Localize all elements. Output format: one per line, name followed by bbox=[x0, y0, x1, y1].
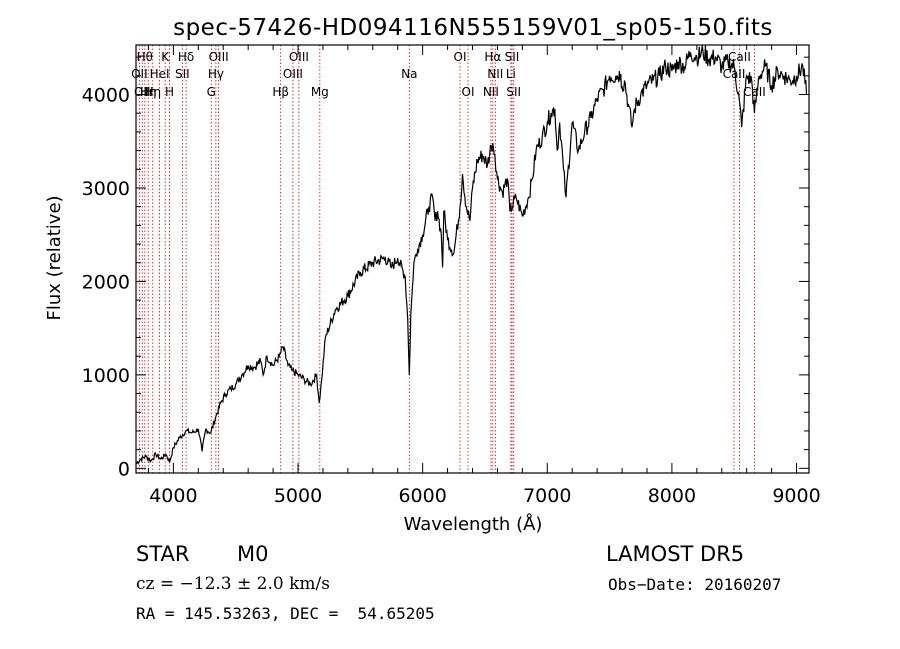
line-marker-label: K bbox=[161, 50, 170, 64]
y-tick-label: 1000 bbox=[82, 365, 130, 387]
y-tick-label: 4000 bbox=[82, 85, 130, 107]
line-marker-label: G bbox=[207, 85, 216, 99]
x-tick-label: 7000 bbox=[523, 485, 571, 507]
line-marker-label: Hη bbox=[140, 85, 157, 99]
y-tick-label: 3000 bbox=[82, 178, 130, 200]
line-marker-label: HeI bbox=[150, 67, 170, 81]
line-marker-label: H bbox=[165, 85, 174, 99]
line-marker-label: Mg bbox=[311, 85, 329, 99]
line-marker-label: Na bbox=[401, 67, 417, 81]
line-marker-label: OIII bbox=[289, 50, 309, 64]
line-marker-label: SII bbox=[506, 85, 521, 99]
line-marker-label: CaII bbox=[728, 50, 751, 64]
line-marker-label: Hγ bbox=[208, 67, 224, 81]
line-marker-label: Hβ bbox=[272, 85, 289, 99]
x-tick-label: 6000 bbox=[398, 485, 446, 507]
line-marker-label: CaII bbox=[743, 85, 766, 99]
chart-title: spec-57426-HD094116N555159V01_sp05-150.f… bbox=[173, 15, 773, 41]
object-subclass: M0 bbox=[237, 542, 269, 566]
redshift-velocity: cz = −12.3 ± 2.0 km/s bbox=[136, 574, 330, 594]
line-marker-label: OIII bbox=[209, 50, 229, 64]
x-tick-label: 5000 bbox=[274, 485, 322, 507]
coordinates: RA = 145.53263, DEC = 54.65205 bbox=[136, 604, 435, 623]
line-marker-label: OI bbox=[462, 85, 475, 99]
x-tick-label: 4000 bbox=[149, 485, 197, 507]
spectrum-line bbox=[135, 45, 808, 465]
y-tick-label: 0 bbox=[118, 458, 130, 480]
line-marker-label: Hα bbox=[484, 50, 501, 64]
line-marker-label: NII bbox=[483, 85, 499, 99]
line-marker-label: Hδ bbox=[178, 50, 194, 64]
x-tick-label: 9000 bbox=[772, 485, 820, 507]
x-axis-ticks: 4000 5000 6000 7000 8000 9000 bbox=[147, 45, 821, 507]
line-marker-label: Li bbox=[506, 67, 516, 81]
survey-release: LAMOST DR5 bbox=[606, 542, 745, 566]
plot-frame bbox=[135, 44, 810, 474]
line-marker-label: OI bbox=[454, 50, 467, 64]
y-tick-label: 2000 bbox=[82, 271, 130, 293]
y-axis-ticks: 0 1000 2000 3000 4000 bbox=[82, 56, 809, 480]
line-marker-label: CaII bbox=[723, 67, 746, 81]
observation-date: Obs−Date: 20160207 bbox=[608, 575, 782, 594]
x-tick-label: 8000 bbox=[648, 485, 696, 507]
line-marker-label: Hθ bbox=[137, 50, 153, 64]
object-class: STAR bbox=[136, 542, 190, 566]
line-marker-label: SII bbox=[505, 50, 520, 64]
x-axis-label: Wavelength (Å) bbox=[404, 513, 543, 535]
line-marker-label: OII bbox=[134, 85, 151, 99]
line-marker-label: OIII bbox=[283, 67, 303, 81]
line-marker-label: OII bbox=[131, 67, 148, 81]
line-marker-label: NII bbox=[487, 67, 503, 81]
line-markers bbox=[138, 45, 755, 473]
y-axis-label: Flux (relative) bbox=[44, 195, 65, 320]
line-marker-labels: OIIOIIHθHηHηHeIKHSIIHδGHγOIIIHβOIIIOIIIM… bbox=[131, 50, 766, 99]
line-marker-label: SII bbox=[175, 67, 190, 81]
line-marker-label: Hη bbox=[145, 85, 162, 99]
